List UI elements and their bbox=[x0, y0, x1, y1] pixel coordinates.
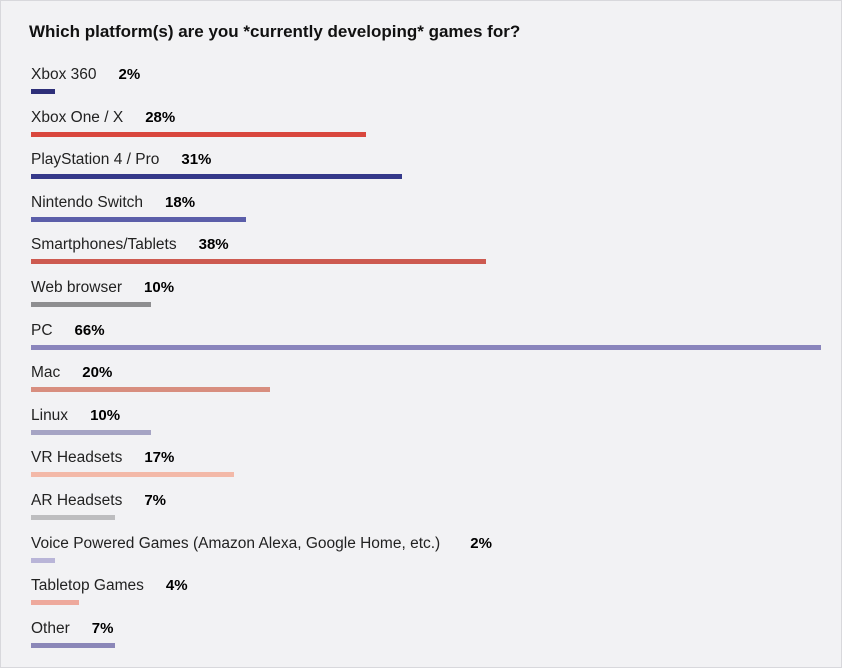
bar bbox=[31, 642, 115, 648]
value-label: 4% bbox=[165, 577, 188, 595]
bar-row: Xbox One / X 28% bbox=[31, 109, 367, 137]
bar-label-line: Smartphones/Tablets 38% bbox=[31, 236, 229, 254]
bar-row: Tabletop Games 4% bbox=[31, 577, 188, 606]
category-label: Xbox 360 bbox=[31, 66, 97, 83]
bar-label-line: Xbox One / X 28% bbox=[31, 109, 175, 127]
value-label: 2% bbox=[118, 66, 141, 83]
bar bbox=[31, 600, 79, 606]
category-label: PC bbox=[31, 321, 53, 339]
value-label: 7% bbox=[91, 619, 114, 637]
bar bbox=[31, 557, 55, 563]
value-label: 31% bbox=[181, 151, 212, 169]
bar-row: AR Headsets 7% bbox=[31, 492, 166, 520]
bar-row: PC 66% bbox=[31, 322, 821, 350]
bar bbox=[31, 131, 367, 137]
bar-label-line: VR Headsets 17% bbox=[31, 449, 174, 467]
value-label: 2% bbox=[470, 534, 492, 552]
bar-row: Xbox 360 2% bbox=[31, 66, 140, 94]
bar-row: Web browser 10% bbox=[31, 279, 174, 307]
category-label: Linux bbox=[31, 406, 69, 424]
value-label: 7% bbox=[144, 492, 167, 509]
bar bbox=[31, 174, 403, 180]
bar-row: Mac 20% bbox=[31, 364, 271, 393]
bar-label-line: PlayStation 4 / Pro 31% bbox=[31, 151, 211, 169]
category-label: Voice Powered Games (Amazon Alexa, Googl… bbox=[31, 534, 441, 552]
bar bbox=[31, 302, 151, 307]
chart-title: Which platform(s) are you *currently dev… bbox=[29, 22, 521, 41]
bar-row: Smartphones/Tablets 38% bbox=[31, 236, 486, 265]
category-label: Nintendo Switch bbox=[31, 193, 144, 211]
category-label: Mac bbox=[31, 364, 61, 382]
category-label: Xbox One / X bbox=[31, 108, 124, 126]
category-label: Smartphones/Tablets bbox=[31, 236, 177, 254]
bar bbox=[31, 216, 247, 222]
bar-row: Voice Powered Games (Amazon Alexa, Googl… bbox=[31, 535, 492, 563]
bar-label-line: Web browser 10% bbox=[31, 279, 174, 297]
bar-label-line: Nintendo Switch 18% bbox=[31, 194, 195, 212]
bar-label-line: Xbox 360 2% bbox=[31, 66, 140, 84]
bar-row: VR Headsets 17% bbox=[31, 449, 235, 478]
category-label: Web browser bbox=[31, 279, 123, 296]
bar bbox=[31, 515, 115, 520]
value-label: 10% bbox=[90, 406, 121, 424]
bar-label-line: Other 7% bbox=[31, 620, 113, 638]
category-label: Tabletop Games bbox=[31, 577, 144, 595]
bar-label-line: AR Headsets 7% bbox=[31, 492, 166, 510]
value-label: 28% bbox=[145, 108, 176, 126]
category-label: PlayStation 4 / Pro bbox=[31, 151, 160, 169]
bar bbox=[31, 387, 271, 393]
bar-label-line: Tabletop Games 4% bbox=[31, 577, 188, 595]
value-label: 66% bbox=[74, 321, 105, 339]
category-label: AR Headsets bbox=[31, 492, 123, 509]
category-label: Other bbox=[31, 619, 70, 637]
bar-row: Nintendo Switch 18% bbox=[31, 194, 247, 222]
bar bbox=[31, 259, 486, 265]
value-label: 17% bbox=[144, 449, 175, 467]
bar-label-line: PC 66% bbox=[31, 322, 105, 340]
value-label: 38% bbox=[198, 236, 229, 254]
bar-row: Other 7% bbox=[31, 620, 115, 648]
value-label: 18% bbox=[165, 193, 196, 211]
bar-label-line: Mac 20% bbox=[31, 364, 112, 382]
bar bbox=[31, 429, 151, 435]
bar-row: Linux 10% bbox=[31, 407, 151, 435]
value-label: 20% bbox=[82, 364, 113, 382]
bar bbox=[31, 344, 821, 350]
bar-label-line: Voice Powered Games (Amazon Alexa, Googl… bbox=[31, 535, 492, 553]
bar-row: PlayStation 4 / Pro 31% bbox=[31, 151, 403, 180]
bar bbox=[31, 89, 55, 94]
bar bbox=[31, 472, 235, 478]
category-label: VR Headsets bbox=[31, 449, 123, 467]
bar-label-line: Linux 10% bbox=[31, 407, 120, 425]
value-label: 10% bbox=[144, 279, 175, 296]
